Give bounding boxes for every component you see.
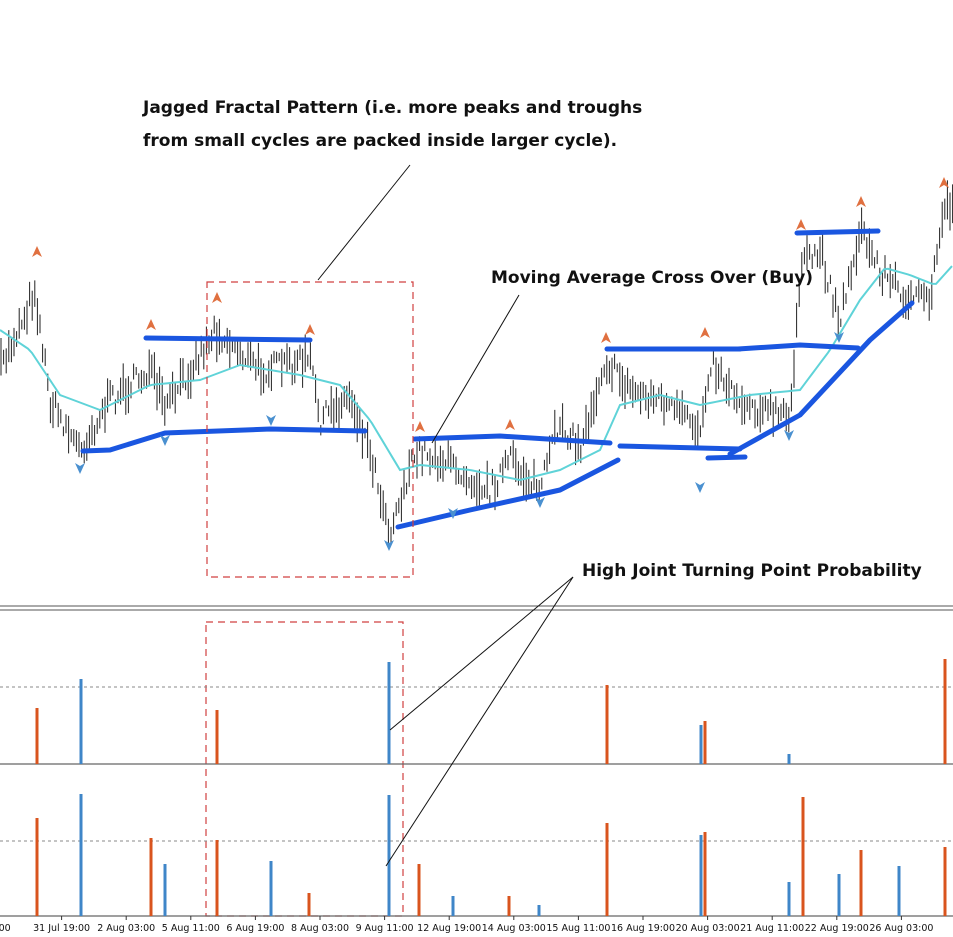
indicator-bar [787, 754, 791, 764]
axis-label: 31 Jul 19:00 [33, 923, 90, 934]
axis-label: 8 Aug 03:00 [291, 923, 349, 934]
leader-line [389, 576, 574, 731]
indicator-bar [387, 662, 391, 764]
trend-line [395, 457, 621, 530]
trend-line [727, 300, 915, 457]
indicator-bar [605, 685, 609, 764]
trend-line [735, 342, 861, 352]
indicator-bar [163, 864, 167, 916]
indicator-bar [149, 838, 153, 916]
fractal-up [32, 246, 42, 257]
indicator-bar [605, 823, 609, 916]
leader-line [317, 164, 411, 281]
fractal-up [856, 196, 866, 207]
trend-line [143, 335, 313, 343]
indicator-bar [417, 864, 421, 916]
trend-line [794, 228, 881, 236]
axis-label: 12 Aug 19:00 [417, 923, 481, 934]
indicator-bar [801, 797, 805, 916]
indicator-bar [859, 850, 863, 916]
axis-label: 2 Aug 03:00 [97, 923, 155, 934]
indicator-bar [269, 861, 273, 916]
indicator-bar [897, 866, 901, 916]
indicator-bar [35, 708, 39, 764]
leader-line [431, 294, 520, 444]
trend-line [80, 426, 368, 454]
fractal-down [384, 540, 394, 551]
fractal-up [796, 219, 806, 230]
fractal-up [939, 177, 949, 188]
axis-label: 14 Aug 03:00 [482, 923, 546, 934]
indicator-bar [703, 721, 707, 764]
highlight-box [206, 281, 414, 578]
price-bars [0, 180, 953, 545]
axis-label: 22 Aug 19:00 [805, 923, 869, 934]
trend-lines [80, 228, 915, 530]
fractal-down [160, 435, 170, 446]
indicator-bar [699, 835, 703, 916]
indicator-bar [787, 882, 791, 916]
trend-line [412, 433, 613, 446]
indicator-bar [387, 795, 391, 916]
fractal-up [505, 419, 515, 430]
indicator-bar [215, 840, 219, 916]
indicator-bar [703, 832, 707, 916]
fractal-down [266, 415, 276, 426]
indicator-bar [79, 794, 83, 916]
indicator-bar [943, 659, 947, 764]
axis-label: 20 Aug 03:00 [676, 923, 740, 934]
indicator-bar [699, 725, 703, 764]
axis-label: 21 Aug 11:00 [740, 923, 804, 934]
indicator-bar [507, 896, 511, 916]
indicator-bar [837, 874, 841, 916]
fractal-up [601, 332, 611, 343]
axis-label: 9 Aug 11:00 [356, 923, 414, 934]
time-axis: 11:00 31 Jul 19:00 2 Aug 03:00 5 Aug 11:00 6… [0, 916, 933, 934]
fractal-down [75, 463, 85, 474]
trend-line [617, 443, 743, 452]
axis-label: 6 Aug 19:00 [226, 923, 284, 934]
trend-line [705, 454, 748, 461]
indicator-bar [451, 896, 455, 916]
indicator-bar [307, 893, 311, 916]
annotation: from small cycles are packed inside larg… [143, 131, 617, 151]
axis-label: 16 Aug 19:00 [611, 923, 675, 934]
annotation: High Joint Turning Point Probability [582, 561, 922, 581]
axis-label: 5 Aug 11:00 [162, 923, 220, 934]
moving-average [0, 265, 953, 482]
indicator-bar [35, 818, 39, 916]
fractal-down [834, 332, 844, 343]
annotation: Jagged Fractal Pattern (i.e. more peaks … [142, 98, 642, 118]
fractal-down [695, 482, 705, 493]
axis-label: 26 Aug 03:00 [869, 923, 933, 934]
fractal-down [535, 497, 545, 508]
annotation: Moving Average Cross Over (Buy) [491, 268, 813, 288]
fractal-up [305, 324, 315, 335]
fractal-up [146, 319, 156, 330]
leader-line [385, 576, 574, 867]
fractal-down [448, 508, 458, 519]
indicator-bar [79, 679, 83, 764]
indicator-bar [943, 847, 947, 916]
fractal-down [784, 430, 794, 441]
indicator-bar [215, 710, 219, 764]
leader-lines [317, 164, 574, 867]
axis-label: 11:00 [0, 923, 11, 934]
fractal-up [212, 292, 222, 303]
fractal-markers [32, 177, 949, 551]
axis-label: 15 Aug 11:00 [546, 923, 610, 934]
fractal-up [415, 421, 425, 432]
indicator-bars [35, 659, 947, 916]
indicator-bar [537, 905, 541, 916]
fractal-up [700, 327, 710, 338]
